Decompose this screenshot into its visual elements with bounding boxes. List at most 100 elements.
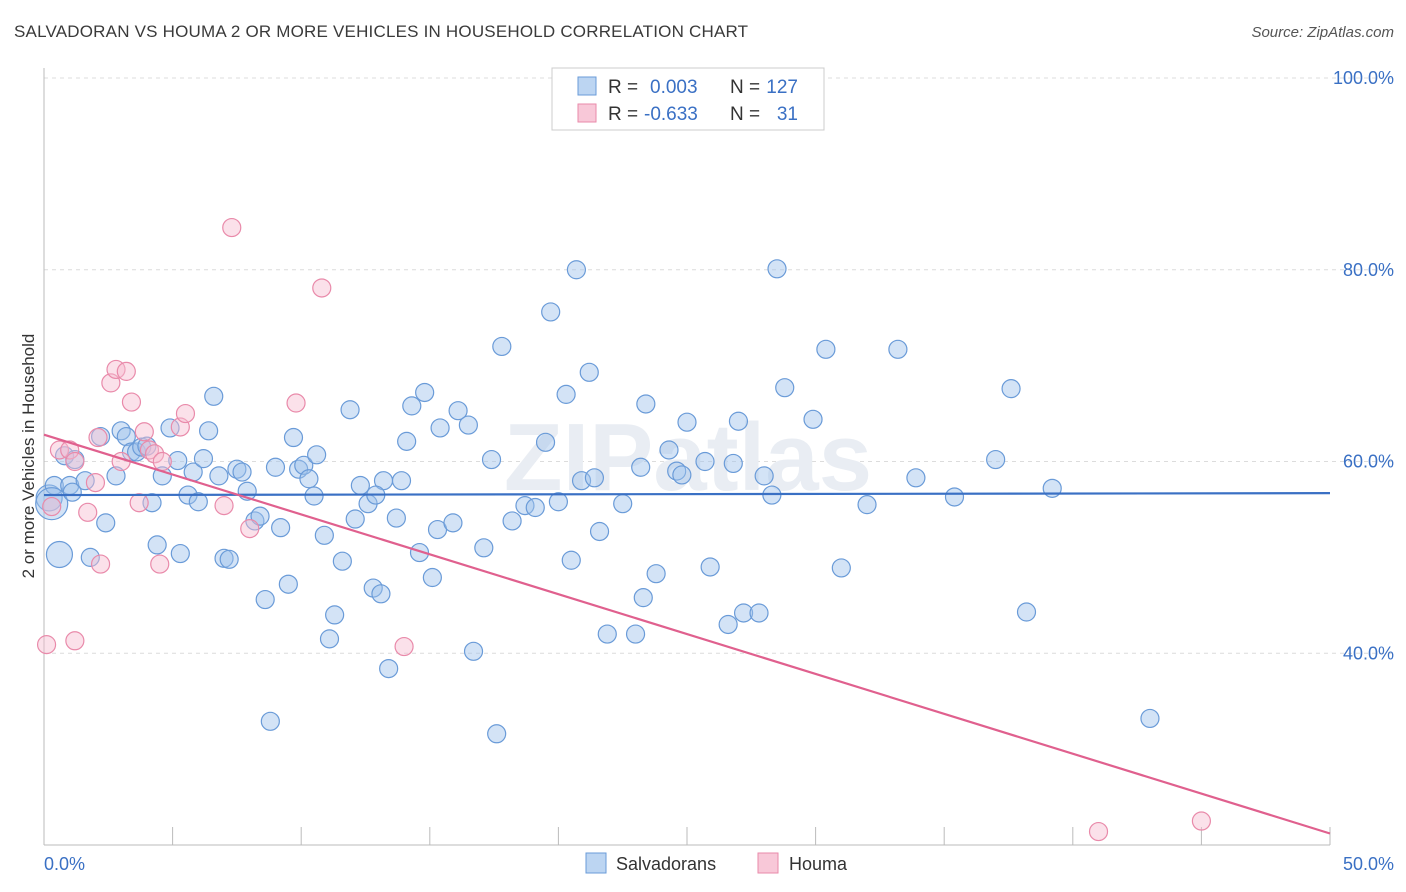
salvadorans-point [232, 462, 252, 482]
salvadorans-point [307, 445, 327, 465]
salvadorans-point [299, 469, 319, 489]
houma-point [152, 451, 172, 472]
houma-point [88, 427, 108, 448]
salvadorans-point [659, 440, 679, 460]
salvadorans-point [199, 421, 219, 441]
salvadorans-point [631, 457, 651, 477]
salvadorans-point [458, 415, 478, 435]
legend-r-value-1: -0.633 [644, 104, 698, 125]
salvadorans-point [667, 461, 687, 481]
legend-r-value-0: 0.003 [650, 77, 698, 98]
salvadorans-point [1001, 379, 1021, 399]
salvadorans-point [1140, 708, 1160, 729]
salvadorans-point [728, 411, 749, 431]
salvadorans-point [525, 497, 545, 518]
salvadorans-point [448, 401, 468, 421]
houma-point [60, 440, 80, 460]
salvadorans-point [443, 513, 463, 533]
salvadorans-point [584, 468, 605, 488]
houma-point [36, 635, 57, 655]
salvadorans-point [219, 549, 239, 569]
houma-point [240, 519, 260, 539]
salvadorans-point [695, 451, 715, 472]
salvadorans-point [379, 658, 399, 679]
houma-point [85, 472, 106, 493]
houma-point [90, 554, 111, 574]
salvadorans-point [106, 466, 126, 486]
salvadorans-point [633, 588, 653, 608]
salvadorans-point [672, 465, 692, 485]
salvadorans-point [54, 446, 75, 466]
salvadorans-point [430, 418, 450, 438]
houma-point [222, 217, 242, 238]
stats-legend: R = 0.003 N = 127 R = -0.633 N = 31 [551, 67, 825, 131]
salvadorans-point [944, 487, 965, 507]
houma-point [312, 278, 332, 298]
salvadorans-point [250, 506, 270, 526]
salvadorans-point [260, 711, 280, 731]
salvadorans-point [160, 418, 180, 438]
salvadorans-point [803, 409, 823, 429]
houma-point [286, 393, 306, 413]
salvadorans-point [204, 386, 224, 406]
salvadorans-point [363, 578, 383, 598]
salvadorans-point [857, 495, 877, 515]
salvadorans-point [625, 624, 646, 644]
salvadorans-point [391, 471, 412, 491]
salvadorans-point [541, 302, 561, 322]
chart-source: Source: ZipAtlas.com [1251, 24, 1394, 41]
legend-r-label-0: R = [608, 77, 638, 98]
y-tick-labels: 40.0% 60.0% 80.0% 100.0% [1333, 68, 1394, 663]
salvadorans-point [314, 525, 334, 545]
y-tick-label-100: 100.0% [1333, 68, 1394, 88]
salvadorans-point [718, 614, 738, 635]
salvadorans-point [492, 336, 512, 357]
salvadorans-point [227, 459, 247, 479]
stats-legend-box [551, 67, 825, 131]
salvadorans-point [62, 482, 82, 502]
legend-swatch-houma [577, 103, 597, 123]
salvadorans-point [487, 724, 507, 744]
salvadorans-point [386, 508, 406, 528]
salvadorans-point [816, 339, 836, 359]
y-tick-label-40: 40.0% [1343, 643, 1394, 663]
series-legend-swatch-salvadorans [585, 852, 607, 874]
series-legend-swatch-houma [757, 852, 779, 874]
salvadorans-point [481, 449, 502, 470]
salvadorans-point [646, 564, 666, 584]
y-tick-label-80: 80.0% [1343, 260, 1394, 280]
houma-point [65, 451, 85, 472]
x-ticks [172, 827, 1331, 845]
legend-n-value-0: 127 [766, 77, 798, 98]
salvadorans-point [474, 538, 494, 558]
salvadorans-point [289, 459, 309, 479]
x-tick-label-min: 0.0% [44, 854, 85, 874]
legend-swatch-salvadorans [577, 76, 597, 96]
houma-point [116, 361, 136, 381]
houma-point [139, 440, 160, 460]
houma-point [144, 444, 165, 464]
series-legend-label-houma: Houma [789, 854, 848, 874]
salvadorans-point [589, 521, 610, 542]
series-houma-points [36, 217, 1212, 842]
salvadorans-point [1016, 602, 1037, 622]
salvadorans-point [255, 589, 275, 610]
salvadorans-point [986, 449, 1006, 470]
salvadorans-point [422, 567, 442, 588]
salvadorans-point [723, 453, 743, 474]
salvadorans-point [340, 400, 360, 420]
salvadorans-point [152, 466, 172, 486]
series-legend: Salvadorans Houma [585, 852, 848, 874]
salvadorans-point [147, 535, 167, 555]
x-tick-label-max: 50.0% [1343, 854, 1394, 874]
salvadorans-point [96, 513, 116, 533]
houma-point [1088, 821, 1109, 842]
salvadorans-point [332, 551, 352, 571]
houma-point [175, 403, 196, 424]
series-legend-label-salvadorans: Salvadorans [616, 854, 716, 874]
salvadorans-point [548, 492, 569, 512]
salvadorans-point [116, 426, 136, 447]
salvadorans-point [371, 584, 391, 604]
houma-point [49, 440, 70, 460]
